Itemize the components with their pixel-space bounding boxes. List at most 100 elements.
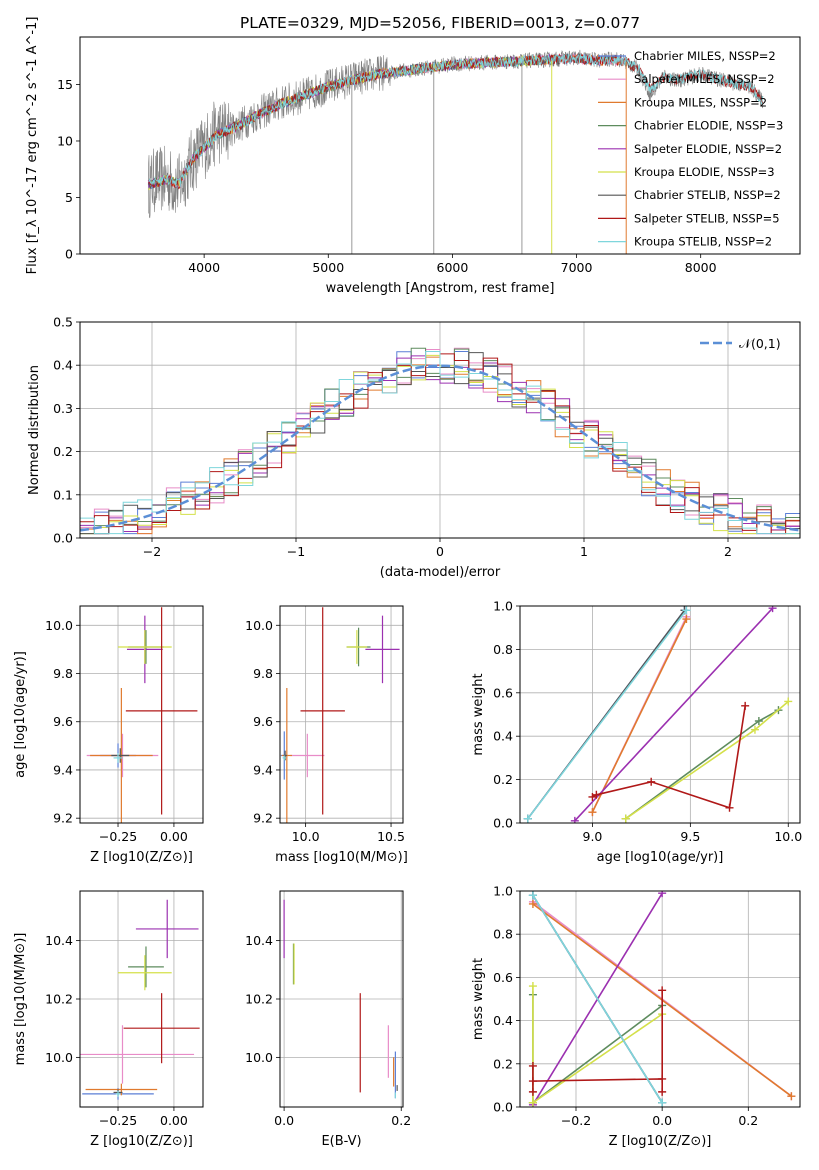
legend-label: Chabrier STELIB, NSSP=2 — [634, 188, 781, 202]
x-tick-label: 10.0 — [292, 829, 320, 844]
residual-histogram-line — [80, 351, 800, 538]
weight_vs_age-axes: 9.0 9.5 10.0 0.0 0.2 0.4 0.6 0.8 1.0 age [log10(a… — [471, 599, 802, 866]
x-tick-label: 9.5 — [680, 829, 700, 844]
weight-point-marker — [754, 717, 763, 726]
model-spectrum-line — [147, 53, 764, 189]
residuals-frame — [79, 321, 801, 539]
y-tick-label: 9.8 — [253, 666, 273, 681]
error-bar-point — [115, 1090, 121, 1097]
x-tick-label: 0.0 — [652, 1113, 672, 1128]
x-axis-label: (data-model)/error — [380, 565, 501, 580]
weight-point-marker — [523, 814, 532, 823]
x-axis-label: E(B-V) — [321, 1134, 361, 1149]
error-bar-point — [125, 607, 198, 815]
y-tick-label: 9.2 — [53, 811, 73, 826]
weight_vs_z-plot-area — [528, 891, 796, 1107]
weight-point-marker — [528, 1077, 537, 1086]
x-tick-label: 4000 — [188, 260, 220, 275]
x-axis-label: mass [log10(M/M⊙)] — [275, 850, 408, 865]
error-bar-point — [346, 630, 368, 664]
error-bar-point — [282, 755, 286, 761]
weight-point-marker — [658, 986, 667, 995]
y-tick-label: 0.2 — [53, 444, 73, 459]
weight-point-marker — [528, 1098, 537, 1107]
y-axis-label: Normed distribution — [27, 365, 42, 495]
error-bar-point — [80, 1025, 195, 1084]
weight-point-marker — [621, 814, 630, 823]
weight-point-marker — [528, 1087, 537, 1096]
x-axis-label: Z [log10(Z/Z⊙)] — [609, 1134, 712, 1149]
error-bar-point — [300, 607, 345, 815]
weight-point-marker — [528, 982, 537, 991]
weight-point-marker — [570, 816, 579, 823]
error-bar-point — [118, 630, 172, 664]
weight-point-marker — [588, 808, 597, 817]
weight-point-marker — [750, 725, 759, 734]
age_vs_mass-frame — [279, 605, 404, 824]
weight_vs_age-frame — [519, 605, 801, 824]
spectrum-plot-area — [147, 49, 764, 254]
y-tick-label: 9.4 — [53, 762, 73, 777]
legend-label: Salpeter MILES, NSSP=2 — [634, 72, 775, 86]
y-axis-label: mass weight — [471, 958, 486, 1040]
age_vs_mass-axes: 10.0 10.5 9.2 9.4 9.6 9.8 10.0 mass [log10(M/M⊙… — [245, 606, 408, 865]
weight-series-line — [592, 705, 746, 809]
weight-series-line — [574, 607, 774, 822]
y-axis-label: mass weight — [471, 673, 486, 755]
y-tick-label: 5 — [65, 190, 73, 205]
y-tick-label: 0.6 — [493, 685, 513, 700]
x-axis-label: age [log10(age/yr)] — [597, 850, 724, 865]
y-tick-label: 15 — [57, 77, 73, 92]
weight-series-line — [532, 994, 663, 1105]
residual-legend: 𝒩(0,1) — [700, 336, 781, 351]
y-tick-label: 10.0 — [45, 1050, 73, 1065]
x-tick-label: 0.2 — [738, 1113, 758, 1128]
weight-point-marker — [592, 790, 601, 799]
model-spectrum-line — [148, 53, 764, 188]
residual-histogram-line — [80, 354, 800, 538]
y-tick-label: 10.4 — [245, 933, 273, 948]
y-tick-label: 9.8 — [53, 666, 73, 681]
weight-point-marker — [528, 891, 537, 900]
y-tick-label: 10.4 — [45, 933, 73, 948]
x-tick-label: 7000 — [561, 260, 593, 275]
age_vs_z-plot-area — [86, 607, 198, 823]
weight-point-marker — [682, 606, 691, 615]
mass_vs_z-axes: −0.25 0.00 10.0 10.2 10.4 Z [log10(Z/Z⊙)] mass… — [13, 891, 203, 1149]
x-tick-label: 10.5 — [377, 829, 405, 844]
age_vs_z-frame — [79, 605, 204, 824]
x-tick-label: 2 — [724, 544, 732, 559]
legend-label: 𝒩(0,1) — [739, 336, 781, 351]
y-tick-label: 9.4 — [253, 762, 273, 777]
weight-point-marker — [528, 1061, 537, 1070]
y-tick-label: 0.6 — [493, 970, 513, 985]
y-tick-label: 0.8 — [493, 927, 513, 942]
mass_vs_z-plot-area — [80, 899, 200, 1100]
x-tick-label: 0.2 — [391, 1113, 411, 1128]
x-tick-label: 5000 — [312, 260, 344, 275]
weight-point-marker — [647, 777, 656, 786]
error-bar-point — [290, 733, 325, 778]
legend-label: Kroupa MILES, NSSP=2 — [634, 95, 767, 109]
y-tick-label: 0.5 — [53, 315, 73, 330]
y-tick-label: 0.4 — [53, 358, 73, 373]
y-tick-label: 10.2 — [45, 992, 73, 1007]
error-bar-point — [85, 1083, 158, 1096]
legend-label: Kroupa STELIB, NSSP=2 — [634, 235, 772, 249]
error-bar-point — [365, 615, 400, 684]
y-tick-label: 10.0 — [45, 618, 73, 633]
y-tick-label: 0.0 — [493, 1100, 513, 1115]
error-bar-point — [118, 955, 172, 991]
mass_vs_ebv-axes: 0.0 0.2 10.0 10.2 10.4 E(B-V) — [245, 891, 411, 1149]
y-tick-label: 0 — [65, 247, 73, 262]
x-tick-label: 1 — [580, 544, 588, 559]
error-bar-point — [135, 899, 199, 959]
weight-series-line — [532, 894, 663, 1104]
spectrum-legend: Chabrier MILES, NSSP=2 Salpeter MILES, NS… — [598, 49, 783, 249]
legend-label: Chabrier ELODIE, NSSP=3 — [634, 119, 783, 133]
error-bar-point — [128, 946, 164, 988]
x-tick-label: 0.00 — [160, 1113, 188, 1128]
weight-point-marker — [787, 1092, 796, 1101]
